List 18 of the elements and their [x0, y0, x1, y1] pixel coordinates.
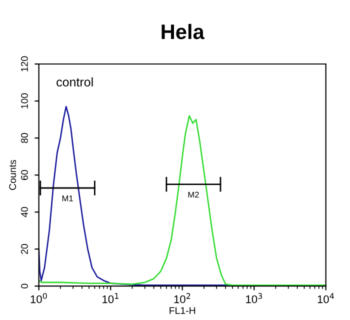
x-tick-label: 10$^{2}$ [174, 293, 190, 304]
y-axis-title: Counts [9, 160, 16, 190]
y-tick-label: 120 [21, 56, 28, 72]
y-tick-label: 20 [21, 244, 28, 254]
x-tick-label: 10$^{3}$ [246, 293, 262, 304]
y-tick-label: 80 [21, 133, 28, 144]
annotation: M1 [62, 196, 73, 202]
x-axis-title: FL1-H [170, 307, 196, 314]
x-tick-label: 10$^{1}$ [102, 293, 118, 304]
y-tick-label: 100 [21, 93, 28, 108]
x-tick-label: 10$^{4}$ [318, 293, 334, 304]
y-tick-label: 40 [21, 207, 28, 218]
x-tick-label: 10$^{0}$ [30, 293, 47, 304]
y-tick-label: 0 [21, 284, 28, 288]
y-tick-label: 60 [21, 170, 28, 180]
annotation: M2 [188, 192, 199, 198]
chart-title: Hela [162, 24, 204, 40]
annotation: control [56, 77, 93, 87]
